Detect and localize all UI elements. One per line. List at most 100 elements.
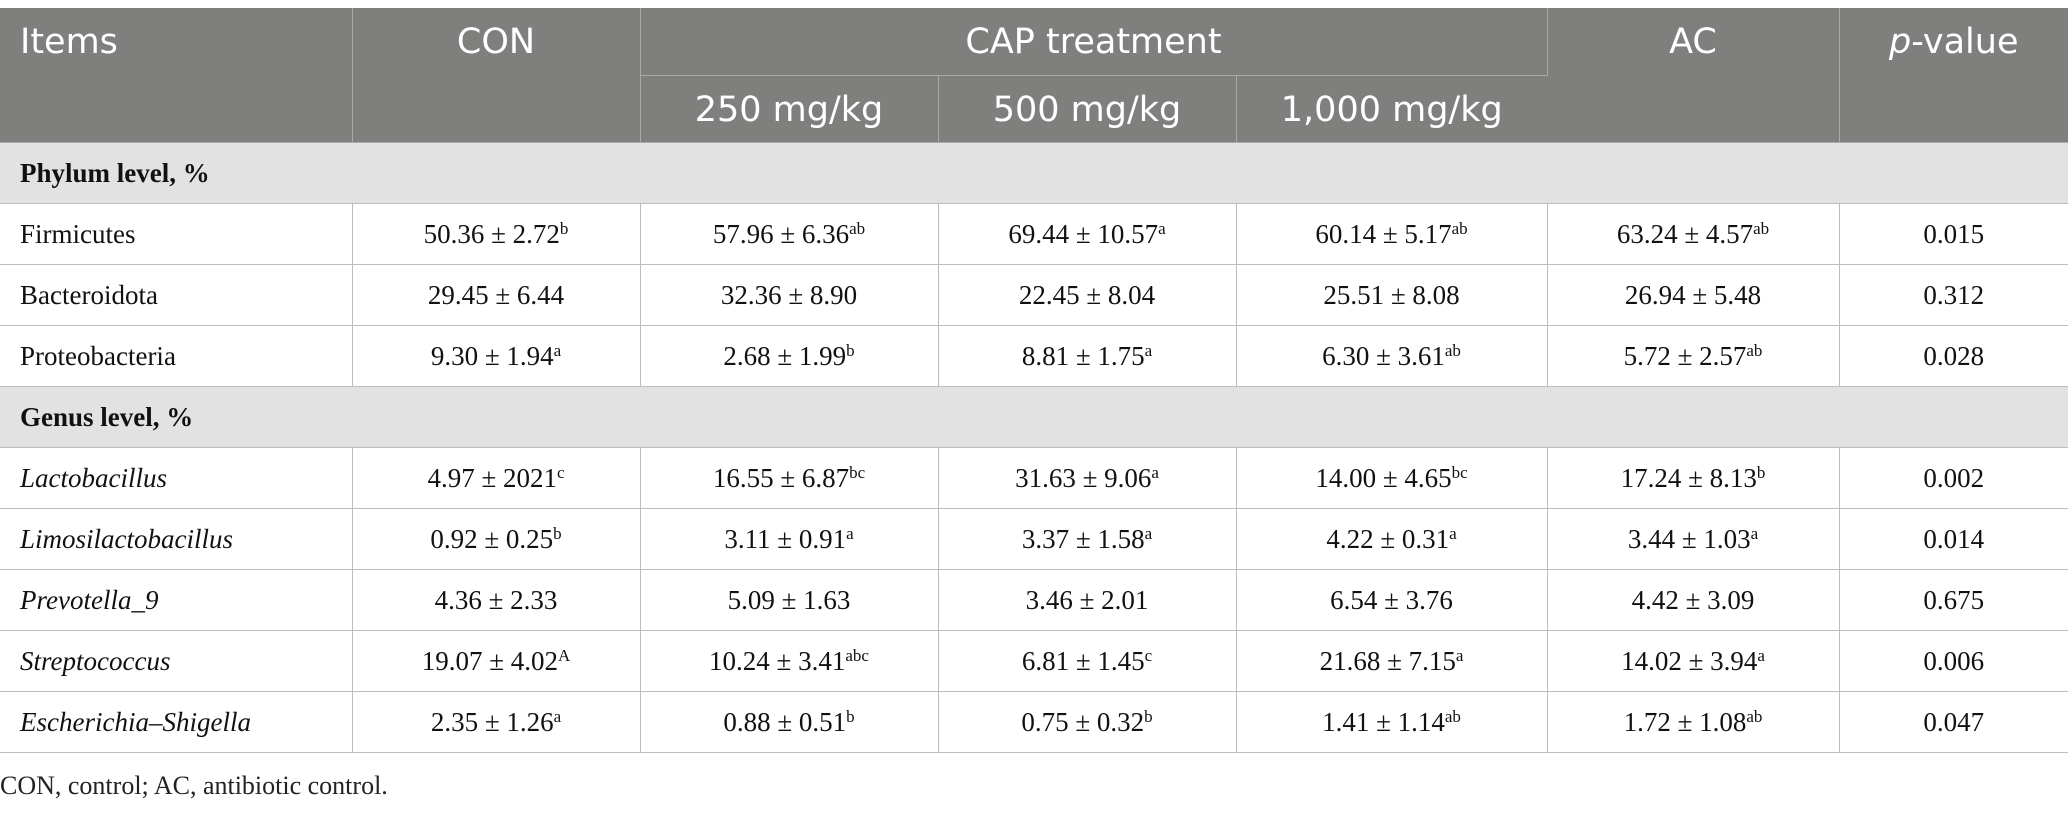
value-cell: 17.24 ± 8.13b	[1547, 447, 1840, 509]
mean-sd-value: 14.02 ± 3.94	[1621, 645, 1758, 676]
value-cell: 26.94 ± 5.48	[1547, 264, 1840, 326]
significance-letter: ab	[1444, 706, 1461, 726]
mean-sd-value: 5.09 ± 1.63	[727, 584, 851, 615]
p-value-cell: 0.675	[1839, 569, 2068, 631]
table-row: Proteobacteria 9.30 ± 1.94a 2.68 ± 1.99b 8.…	[0, 325, 2068, 387]
mean-sd-value: 22.45 ± 8.04	[1018, 279, 1156, 310]
header-cap-treatment: CAP treatment	[640, 8, 1548, 76]
significance-letter: a	[1144, 340, 1153, 360]
row-label: Lactobacillus	[0, 447, 353, 509]
section-title: Phylum level, %	[0, 142, 2068, 204]
header-dose-250: 250 mg/kg	[640, 75, 939, 143]
value-cell: 9.30 ± 1.94a	[352, 325, 641, 387]
value-cell: 5.72 ± 2.57ab	[1547, 325, 1840, 387]
p-value-cell: 0.006	[1839, 630, 2068, 692]
value-cell: 21.68 ± 7.15a	[1236, 630, 1548, 692]
significance-letter: a	[1151, 462, 1159, 482]
mean-sd-value: 6.30 ± 3.61	[1322, 340, 1445, 371]
mean-sd-value: 2.35 ± 1.26	[430, 706, 554, 737]
significance-letter: A	[558, 645, 571, 665]
header-p-value: p-value	[1839, 8, 2068, 143]
significance-letter: ab	[1451, 218, 1468, 238]
mean-sd-value: 0.75 ± 0.32	[1021, 706, 1145, 737]
mean-sd-value: 69.44 ± 10.57	[1008, 218, 1159, 249]
data-table: Items CON CAP treatment AC p-value 250 m…	[0, 8, 2068, 753]
significance-letter: a	[1455, 645, 1464, 665]
header-row-1: Items CON CAP treatment AC p-value	[0, 8, 2068, 143]
value-cell: 0.92 ± 0.25b	[352, 508, 641, 570]
mean-sd-value: 6.81 ± 1.45	[1021, 645, 1145, 676]
value-cell: 3.46 ± 2.01	[938, 569, 1237, 631]
value-cell: 16.55 ± 6.87bc	[640, 447, 939, 509]
p-value-cell: 0.002	[1839, 447, 2068, 509]
value-cell: 57.96 ± 6.36ab	[640, 203, 939, 265]
value-cell: 6.54 ± 3.76	[1236, 569, 1548, 631]
mean-sd-value: 3.44 ± 1.03	[1627, 523, 1751, 554]
value-cell: 69.44 ± 10.57a	[938, 203, 1237, 265]
value-cell: 32.36 ± 8.90	[640, 264, 939, 326]
value-cell: 3.44 ± 1.03a	[1547, 508, 1840, 570]
significance-letter: ab	[1746, 706, 1763, 726]
header-con: CON	[352, 8, 641, 143]
significance-letter: a	[1449, 523, 1457, 543]
value-cell: 5.09 ± 1.63	[640, 569, 939, 631]
mean-sd-value: 17.24 ± 8.13	[1620, 462, 1757, 493]
value-cell: 0.75 ± 0.32b	[938, 691, 1237, 753]
mean-sd-value: 50.36 ± 2.72	[423, 218, 560, 249]
section-row: Phylum level, %	[0, 142, 2068, 204]
value-cell: 8.81 ± 1.75a	[938, 325, 1237, 387]
value-cell: 6.81 ± 1.45c	[938, 630, 1237, 692]
value-cell: 14.02 ± 3.94a	[1547, 630, 1840, 692]
mean-sd-value: 2.68 ± 1.99	[723, 340, 847, 371]
significance-letter: b	[1144, 706, 1153, 726]
p-value-cell: 0.047	[1839, 691, 2068, 753]
value-cell: 31.63 ± 9.06a	[938, 447, 1237, 509]
header-row-2: 250 mg/kg 500 mg/kg 1,000 mg/kg	[0, 75, 2068, 143]
mean-sd-value: 29.45 ± 6.44	[427, 279, 565, 310]
mean-sd-value: 0.92 ± 0.25	[430, 523, 554, 554]
section-title: Genus level, %	[0, 386, 2068, 448]
value-cell: 63.24 ± 4.57ab	[1547, 203, 1840, 265]
significance-letter: b	[846, 706, 855, 726]
header-dose-500: 500 mg/kg	[938, 75, 1237, 143]
row-label: Bacteroidota	[0, 264, 353, 326]
significance-letter: a	[1144, 523, 1153, 543]
mean-sd-value: 26.94 ± 5.48	[1624, 279, 1762, 310]
value-cell: 2.35 ± 1.26a	[352, 691, 641, 753]
value-cell: 3.11 ± 0.91a	[640, 508, 939, 570]
table-header: Items CON CAP treatment AC p-value 250 m…	[0, 8, 2068, 143]
value-cell: 6.30 ± 3.61ab	[1236, 325, 1548, 387]
row-label: Limosilactobacillus	[0, 508, 353, 570]
significance-letter: a	[1757, 645, 1765, 665]
mean-sd-value: 1.41 ± 1.14	[1322, 706, 1445, 737]
value-cell: 25.51 ± 8.08	[1236, 264, 1548, 326]
value-cell: 1.72 ± 1.08ab	[1547, 691, 1840, 753]
mean-sd-value: 3.11 ± 0.91	[724, 523, 847, 554]
table-body: Phylum level, % Firmicutes 50.36 ± 2.72b 57…	[0, 142, 2068, 753]
significance-letter: c	[1144, 645, 1153, 665]
table-row: Lactobacillus 4.97 ± 2021c 16.55 ± 6.87bc 3…	[0, 447, 2068, 509]
value-cell: 4.42 ± 3.09	[1547, 569, 1840, 631]
value-cell: 19.07 ± 4.02A	[352, 630, 641, 692]
row-label: Streptococcus	[0, 630, 353, 692]
value-cell: 50.36 ± 2.72b	[352, 203, 641, 265]
significance-letter: a	[846, 523, 854, 543]
mean-sd-value: 19.07 ± 4.02	[421, 645, 559, 676]
value-cell: 10.24 ± 3.41abc	[640, 630, 939, 692]
significance-letter: ab	[1753, 218, 1770, 238]
significance-letter: b	[846, 340, 855, 360]
mean-sd-value: 5.72 ± 2.57	[1623, 340, 1747, 371]
value-cell: 1.41 ± 1.14ab	[1236, 691, 1548, 753]
significance-letter: bc	[1451, 462, 1468, 482]
mean-sd-value: 63.24 ± 4.57	[1616, 218, 1754, 249]
table-row: Prevotella_9 4.36 ± 2.33 5.09 ± 1.63 3.46 ±…	[0, 569, 2068, 631]
significance-letter: c	[557, 462, 565, 482]
table-row: Firmicutes 50.36 ± 2.72b 57.96 ± 6.36ab 69.…	[0, 203, 2068, 265]
significance-letter: a	[1158, 218, 1166, 238]
mean-sd-value: 10.24 ± 3.41	[709, 645, 846, 676]
significance-letter: b	[559, 218, 569, 238]
p-symbol: p	[1888, 22, 1912, 62]
significance-letter: ab	[849, 218, 866, 238]
mean-sd-value: 16.55 ± 6.87	[712, 462, 850, 493]
significance-letter: b	[553, 523, 562, 543]
